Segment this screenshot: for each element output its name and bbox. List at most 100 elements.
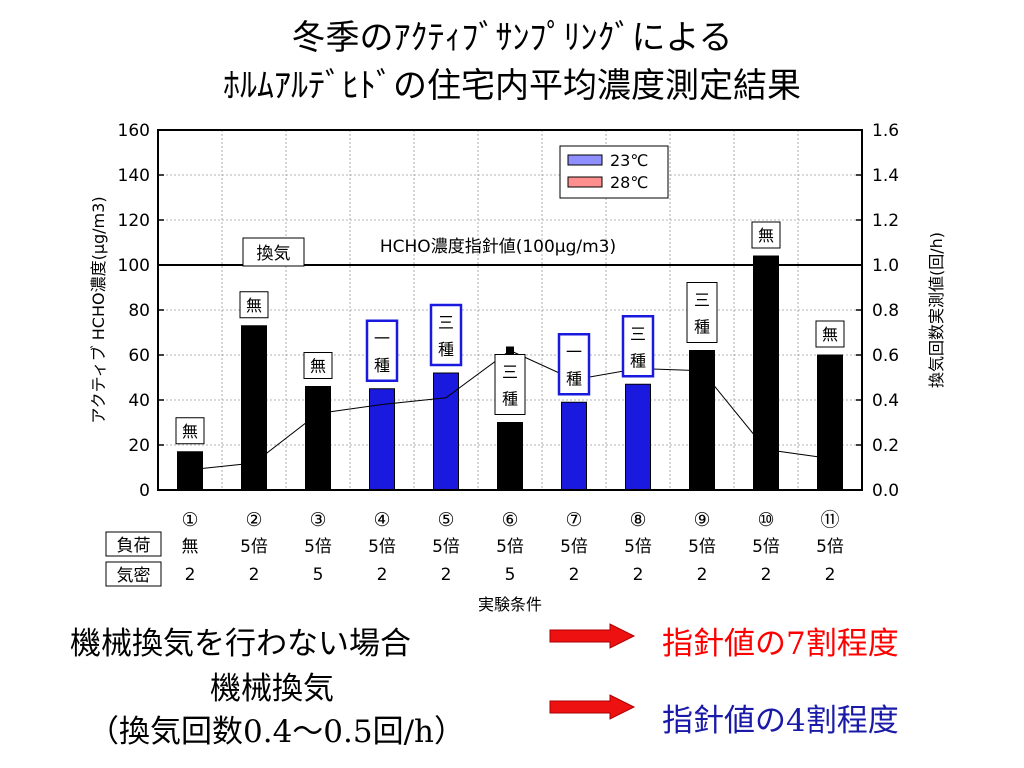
bar-annotation-text: 種: [566, 369, 582, 388]
bar: [817, 354, 843, 491]
y-tick-label-left: 100: [118, 256, 150, 276]
bar-annotation-box: [494, 354, 526, 415]
bar-annotation-text: 無: [822, 325, 838, 344]
row-load-value: 5倍: [496, 537, 524, 557]
bar-annotation-text: 種: [374, 356, 390, 375]
y-tick-label-right: 1.2: [872, 211, 899, 231]
row-label-box-load: [105, 531, 162, 557]
y-tick-label-right: 1.0: [872, 256, 899, 276]
x-category-label: ②: [245, 509, 262, 531]
bar: [241, 325, 267, 491]
bar-annotation-text: 種: [502, 390, 518, 409]
y-tick-label-right: 1.4: [872, 166, 899, 186]
legend-swatch-23c: [567, 154, 603, 166]
y-tick-label-left: 40: [128, 391, 150, 411]
ventilation-label: 換気: [257, 244, 291, 264]
legend-swatch-28c: [567, 176, 603, 188]
bar-annotation-box: [429, 303, 463, 367]
bar-annotation-box: [239, 291, 269, 319]
legend-label-28c: 28℃: [610, 173, 648, 192]
chart-area: 160 140 120 100 80 60 40 20 0 1.6 1.4 1.2 1.0 0.8 0.6 0…: [89, 121, 946, 614]
row-load-value: 5倍: [816, 537, 844, 557]
bar-annotation-box: [175, 417, 205, 445]
y-tick-label-left: 120: [118, 211, 150, 231]
bar: [497, 422, 523, 491]
row-load-value: 5倍: [624, 537, 652, 557]
bar-annotation-text: 三: [694, 291, 710, 310]
bar-annotation-box: [303, 352, 333, 379]
bar-annotation-text: 種: [694, 318, 710, 337]
row-airtight-value: 2: [249, 565, 260, 585]
chart-title-line2: ﾎﾙﾑｱﾙﾃﾞﾋﾄﾞの住宅内平均濃度測定結果: [223, 66, 801, 106]
y-tick-label-left: 60: [128, 346, 150, 366]
bar-annotation-text: 種: [630, 351, 646, 370]
bar: [625, 383, 651, 491]
bar-annotation-text: 無: [182, 422, 198, 441]
bar-annotation-box: [751, 221, 781, 249]
x-category-label: ⑩: [757, 509, 774, 531]
row-airtight-value: 2: [761, 565, 772, 585]
row-load-value: 5倍: [368, 537, 396, 557]
row-load-value: 5倍: [560, 537, 588, 557]
guideline-label: HCHO濃度指針値(100μg/m3): [380, 237, 616, 257]
bar-annotation-text: 一: [566, 342, 582, 361]
bar-annotation-text: 種: [438, 340, 454, 359]
x-axis-title: 実験条件: [478, 595, 542, 614]
y-axis-title-right: 換気回数実測値(回/h): [927, 232, 946, 388]
row-load-value: 5倍: [688, 537, 716, 557]
bar-annotation-box: [365, 319, 399, 382]
bar-annotation-text: 三: [438, 313, 454, 332]
y-tick-label-right: 0.8: [872, 301, 899, 321]
y-tick-label-right: 1.6: [872, 121, 899, 141]
y-tick-label-right: 0.2: [872, 436, 899, 456]
row-airtight-value: 2: [441, 565, 452, 585]
bar: [561, 401, 587, 491]
conclusion-result-70pct: 指針値の7割程度: [662, 626, 899, 662]
bar-annotation-box: [557, 333, 591, 396]
row-load-value: 5倍: [304, 537, 332, 557]
row-airtight-value: 2: [633, 565, 644, 585]
x-category-label: ⑪: [820, 509, 839, 531]
row-airtight-value: 2: [185, 565, 196, 585]
row-load-value: 無: [182, 537, 199, 557]
y-tick-label-right: 0.4: [872, 391, 899, 411]
x-category-label: ⑨: [693, 509, 710, 531]
y-tick-label-left: 0: [139, 481, 150, 501]
y-axis-title-left: アクティブ HCHO濃度(μg/m3): [89, 196, 108, 423]
bar: [689, 350, 715, 491]
y-tick-label-left: 140: [118, 166, 150, 186]
x-category-label: ③: [309, 509, 326, 531]
y-tick-label-left: 20: [128, 436, 150, 456]
row-airtight-value: 5: [505, 565, 516, 585]
x-category-label: ⑧: [629, 509, 646, 531]
bar-annotation-text: 無: [246, 296, 262, 315]
bar: [753, 255, 779, 491]
conclusion-mechanical-ventilation: 機械換気: [210, 671, 334, 707]
row-load-value: 5倍: [240, 537, 268, 557]
arrow-right-icon: [549, 623, 636, 649]
y-tick-label-right: 0.0: [872, 481, 899, 501]
bar-annotation-text: 無: [310, 357, 326, 376]
bar-annotation-text: 三: [502, 363, 518, 382]
row-load-value: 5倍: [752, 537, 780, 557]
row-label-box-airtight: [105, 561, 162, 587]
bar-annotation-box: [815, 320, 845, 348]
ventilation-point: [506, 346, 514, 355]
row-airtight-value: 2: [377, 565, 388, 585]
x-category-label: ⑥: [501, 509, 518, 531]
row-load-value: 5倍: [432, 537, 460, 557]
y-tick-label-right: 0.6: [872, 346, 899, 366]
conclusion-no-ventilation: 機械換気を行わない場合: [70, 626, 411, 662]
bar: [433, 372, 459, 491]
bar-annotation-text: 三: [630, 324, 646, 343]
x-category-label: ④: [373, 509, 390, 531]
bar: [305, 386, 331, 491]
y-tick-label-left: 80: [128, 301, 150, 321]
ventilation-label-box: [242, 237, 305, 267]
chart-title-line1: 冬季のｱｸﾃｨﾌﾞｻﾝﾌﾟﾘﾝｸﾞによる: [291, 18, 733, 58]
row-airtight-value: 2: [825, 565, 836, 585]
y-tick-label-left: 160: [118, 121, 150, 141]
x-category-label: ⑦: [565, 509, 582, 531]
bar: [177, 451, 203, 491]
row-airtight-value: 2: [697, 565, 708, 585]
